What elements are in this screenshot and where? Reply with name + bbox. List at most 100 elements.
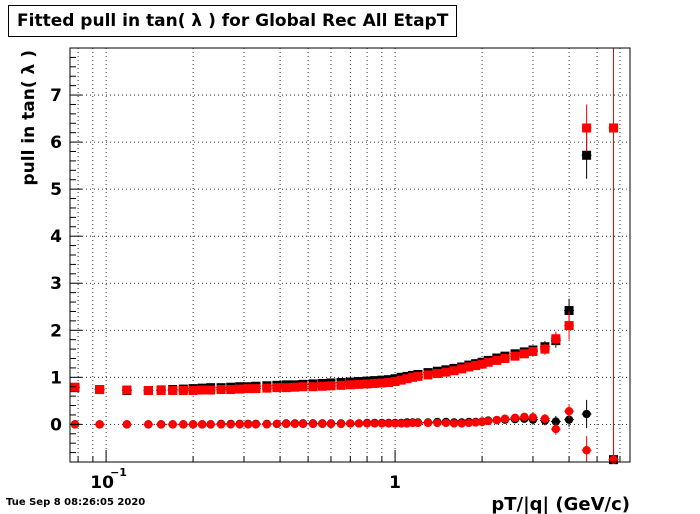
data-point-circle [308,419,318,429]
data-point-square [377,378,387,388]
data-point-circle [540,414,550,423]
data-point-circle [390,419,400,428]
data-point-square [272,383,282,393]
data-point-square [362,379,372,389]
data-point-square [226,385,236,395]
data-point-circle [272,419,282,429]
data-point-square [464,362,474,372]
data-point-circle [298,419,308,429]
data-point-circle [520,412,529,422]
x-tick-label: 1 [389,473,401,493]
data-point-circle [582,409,591,419]
y-tick-label: 6 [50,133,62,153]
data-point-circle [156,420,166,429]
data-point-circle [564,406,574,416]
data-point-circle [168,420,177,429]
data-point-circle [206,420,215,429]
data-point-square [396,375,406,385]
data-point-square [384,377,394,387]
data-point-circle [471,418,480,427]
data-point-circle [413,418,423,428]
data-point-circle [144,420,153,429]
y-tick-label: 0 [50,415,62,435]
x-tick-label: 10 [90,473,114,493]
data-point-square [519,349,529,359]
y-tick-label: 5 [50,180,62,200]
data-point-circle [336,419,346,429]
data-point-square [551,334,561,344]
data-point-square [188,385,198,395]
data-point-square [483,357,493,367]
data-point-circle [226,420,235,429]
data-point-circle [528,413,538,422]
data-point-square [262,383,272,393]
data-point-circle [397,419,406,428]
data-point-square [582,123,592,133]
data-point-circle [290,419,300,429]
data-point-circle [483,416,493,426]
data-point-square [122,385,132,395]
data-point-circle [188,420,198,429]
data-point-square [317,381,327,391]
data-point-circle [370,419,379,428]
y-tick-label: 2 [50,321,62,341]
series-2 [70,48,619,458]
data-point-square [336,380,346,390]
y-tick-label: 1 [50,368,62,388]
data-point-square [298,382,308,392]
x-axis-label: pT/|q| (GeV/c) [491,494,630,514]
data-point-square [243,384,253,394]
data-point-square [413,371,423,381]
data-point-square [326,381,336,391]
chart-title-text: Fitted pull in tan( λ ) for Global Rec A… [17,11,449,31]
data-point-circle [354,419,364,428]
data-point-square [432,369,442,379]
data-point-circle [492,415,502,425]
data-point-square [402,374,412,384]
data-point-square [370,378,380,388]
data-point-square [143,385,153,395]
data-point-circle [262,420,272,429]
data-point-square [290,382,300,392]
data-point-square [156,385,166,395]
data-point-circle [95,420,104,429]
data-point-square [168,385,178,395]
data-point-circle [251,420,261,429]
data-point-square [235,384,245,394]
data-point-square [510,351,520,361]
data-point-square [95,385,105,395]
data-point-square [471,361,481,371]
series-4 [70,130,619,464]
data-point-square [564,321,574,331]
data-point-square [251,384,261,394]
data-point-square [308,382,318,392]
data-point-circle [197,420,207,429]
data-point-square [477,359,487,369]
data-point-square [390,377,400,387]
data-point-circle [564,415,574,424]
data-point-square [582,150,592,160]
data-point-circle [216,420,226,429]
data-point-circle [551,417,561,426]
plot-frame [69,47,631,463]
y-axis-label: pull in tan( λ ) [19,50,39,186]
data-point-square [564,306,574,316]
data-point-circle [384,419,393,428]
data-point-square [281,383,291,393]
axis-ticks [70,47,621,463]
data-point-circle [609,455,618,464]
data-point-circle [377,419,387,428]
data-point-circle [457,419,466,428]
data-point-square [609,123,619,133]
y-tick-label: 4 [50,227,62,247]
series-1 [70,131,619,465]
data-point-square [197,385,207,395]
data-point-circle [582,446,591,455]
data-point-square [492,355,502,365]
data-point-square [500,354,510,363]
data-point-circle [362,419,372,428]
chart-title: Fitted pull in tan( λ ) for Global Rec A… [8,5,458,37]
data-point-square [540,344,550,354]
data-point-square [216,385,226,395]
